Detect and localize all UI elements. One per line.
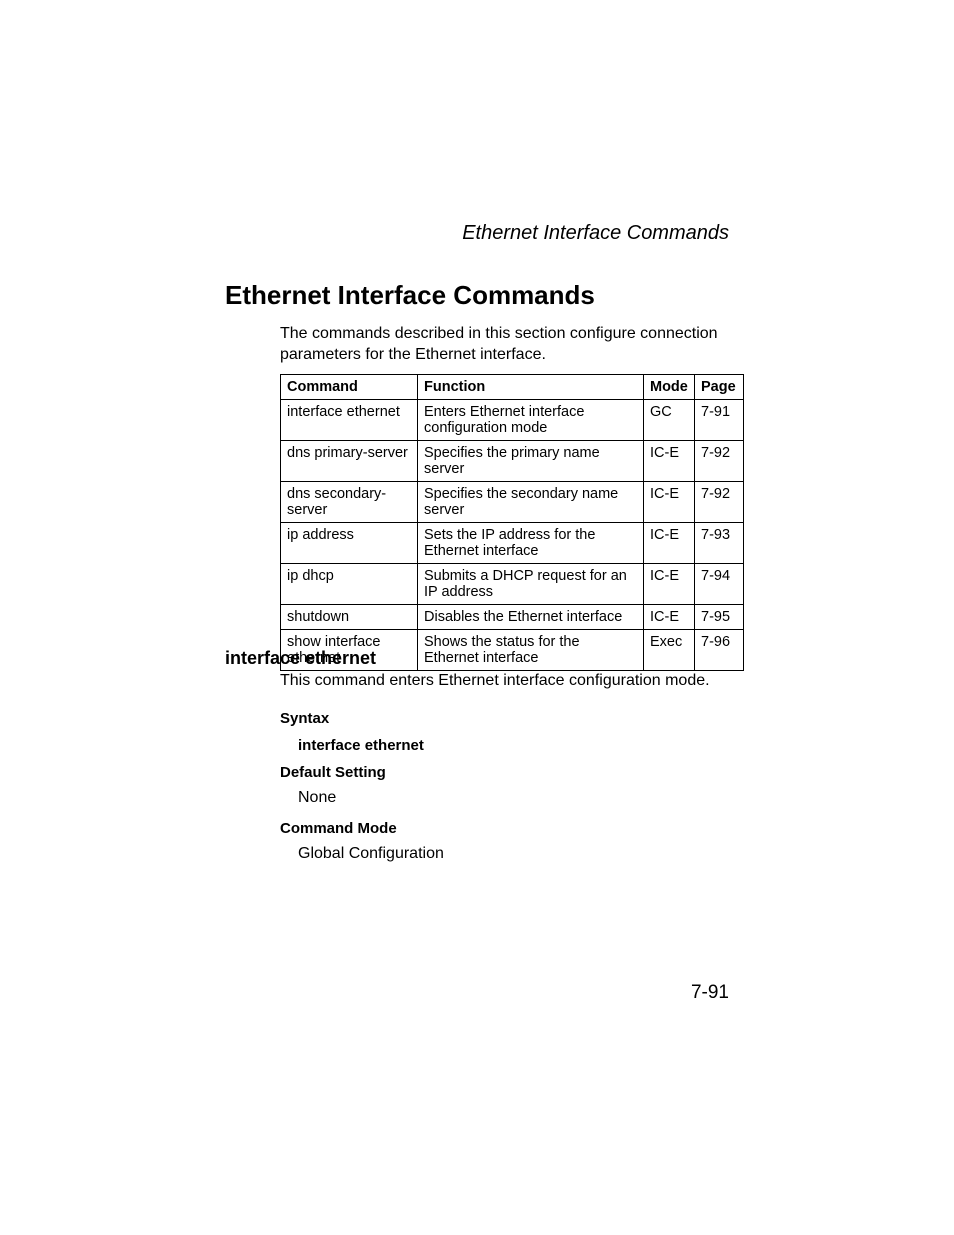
cell-function: Sets the IP address for the Ethernet int… <box>418 523 644 564</box>
command-mode-block: Command Mode Global Configuration <box>280 820 444 863</box>
cell-function: Specifies the primary name server <box>418 441 644 482</box>
command-mode-label: Command Mode <box>280 820 444 837</box>
table-row: interface ethernet Enters Ethernet inter… <box>281 400 744 441</box>
cell-mode: IC-E <box>644 605 695 630</box>
cell-command: ip dhcp <box>281 564 418 605</box>
cell-mode: IC-E <box>644 441 695 482</box>
cell-command: ip address <box>281 523 418 564</box>
command-description: This command enters Ethernet interface c… <box>280 672 710 690</box>
command-table: Command Function Mode Page interface eth… <box>280 374 744 671</box>
cell-page: 7-93 <box>695 523 744 564</box>
syntax-value: interface ethernet <box>298 737 424 754</box>
cell-command: dns primary-server <box>281 441 418 482</box>
cell-function: Shows the status for the Ethernet interf… <box>418 630 644 671</box>
table-row: shutdown Disables the Ethernet interface… <box>281 605 744 630</box>
table-row: ip dhcp Submits a DHCP request for an IP… <box>281 564 744 605</box>
table-header-mode: Mode <box>644 375 695 400</box>
section-heading: Ethernet Interface Commands <box>225 280 595 311</box>
syntax-block: Syntax interface ethernet <box>280 710 424 754</box>
command-mode-value: Global Configuration <box>298 845 444 863</box>
default-setting-label: Default Setting <box>280 764 386 781</box>
table-row: dns secondary-server Specifies the secon… <box>281 482 744 523</box>
page-number: 7-91 <box>691 982 729 1004</box>
default-setting-value: None <box>298 789 386 807</box>
cell-command: shutdown <box>281 605 418 630</box>
command-name-heading: interface ethernet <box>225 648 376 669</box>
cell-page: 7-96 <box>695 630 744 671</box>
cell-mode: Exec <box>644 630 695 671</box>
cell-page: 7-94 <box>695 564 744 605</box>
cell-function: Specifies the secondary name server <box>418 482 644 523</box>
table-header-function: Function <box>418 375 644 400</box>
document-page: Ethernet Interface Commands Ethernet Int… <box>0 0 954 1235</box>
cell-mode: IC-E <box>644 564 695 605</box>
default-setting-block: Default Setting None <box>280 764 386 807</box>
table-row: dns primary-server Specifies the primary… <box>281 441 744 482</box>
cell-page: 7-95 <box>695 605 744 630</box>
syntax-label: Syntax <box>280 710 424 727</box>
table-header-row: Command Function Mode Page <box>281 375 744 400</box>
running-header: Ethernet Interface Commands <box>462 222 729 245</box>
cell-command: dns secondary-server <box>281 482 418 523</box>
cell-page: 7-92 <box>695 482 744 523</box>
cell-mode: GC <box>644 400 695 441</box>
cell-mode: IC-E <box>644 523 695 564</box>
cell-mode: IC-E <box>644 482 695 523</box>
table-header-page: Page <box>695 375 744 400</box>
cell-function: Enters Ethernet interface configuration … <box>418 400 644 441</box>
table-header-command: Command <box>281 375 418 400</box>
cell-page: 7-91 <box>695 400 744 441</box>
cell-command: interface ethernet <box>281 400 418 441</box>
cell-page: 7-92 <box>695 441 744 482</box>
cell-function: Disables the Ethernet interface <box>418 605 644 630</box>
table-row: ip address Sets the IP address for the E… <box>281 523 744 564</box>
section-intro: The commands described in this section c… <box>280 324 728 366</box>
cell-function: Submits a DHCP request for an IP address <box>418 564 644 605</box>
